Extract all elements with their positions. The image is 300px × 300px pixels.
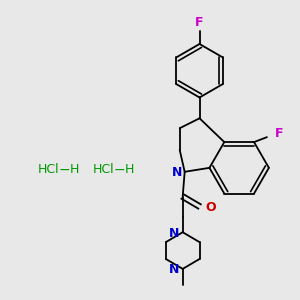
Text: F: F xyxy=(274,127,283,140)
Text: HCl: HCl xyxy=(38,163,60,176)
Text: −: − xyxy=(113,163,125,177)
Text: N: N xyxy=(172,166,182,179)
Text: H: H xyxy=(70,163,80,176)
Text: H: H xyxy=(124,163,134,176)
Text: F: F xyxy=(195,16,204,29)
Text: −: − xyxy=(59,163,70,177)
Text: HCl: HCl xyxy=(93,163,114,176)
Text: O: O xyxy=(205,201,216,214)
Text: N: N xyxy=(169,263,179,276)
Text: N: N xyxy=(169,227,179,240)
